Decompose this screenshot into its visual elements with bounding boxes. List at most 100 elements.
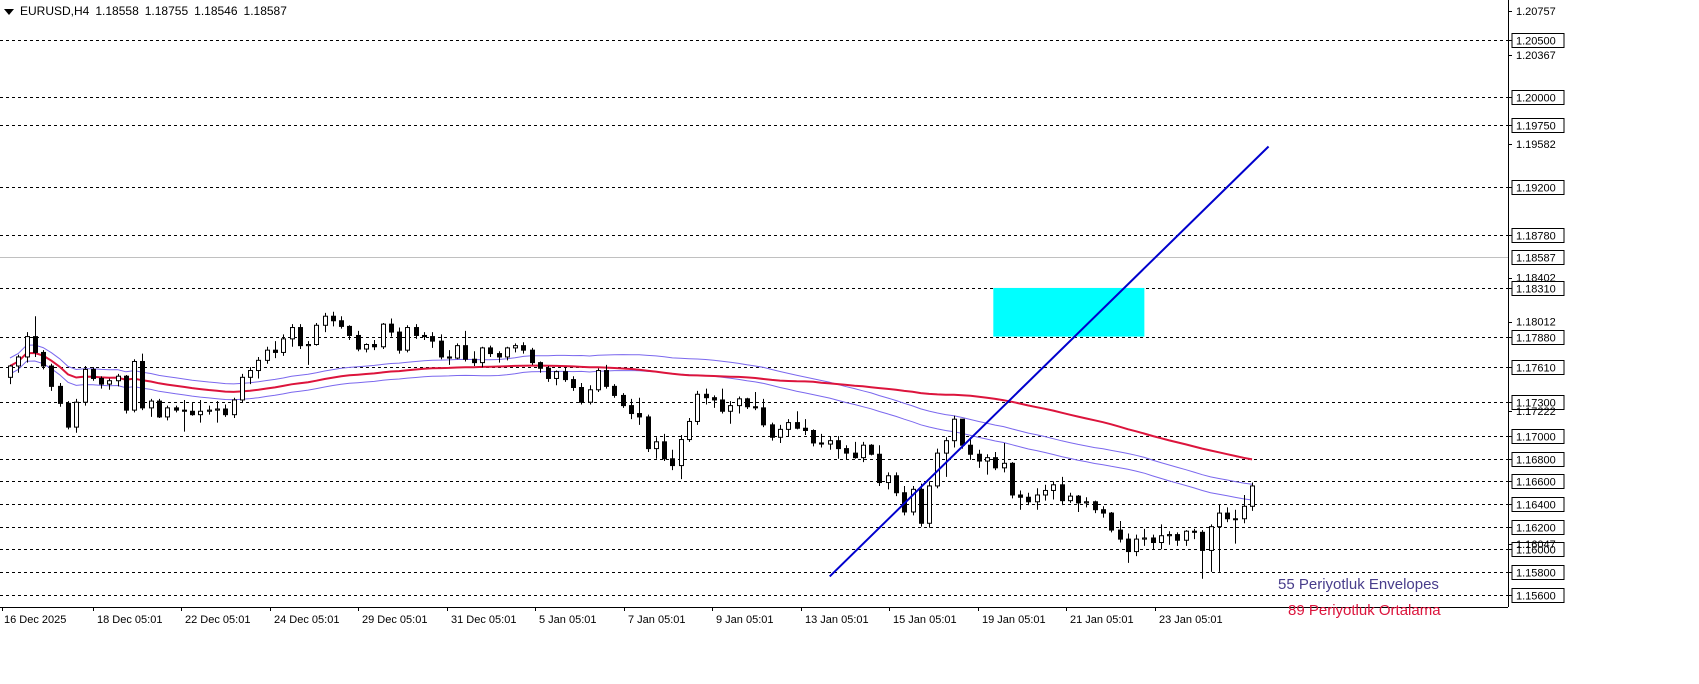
candle[interactable]	[58, 382, 63, 407]
candle[interactable]	[993, 451, 998, 471]
candle[interactable]	[579, 382, 584, 405]
candle[interactable]	[728, 401, 733, 424]
candle[interactable]	[116, 373, 121, 387]
candle[interactable]	[1142, 528, 1147, 546]
candle[interactable]	[720, 388, 725, 414]
candle[interactable]	[265, 346, 270, 364]
candle[interactable]	[646, 414, 651, 452]
candle[interactable]	[397, 327, 402, 354]
candle[interactable]	[306, 341, 311, 365]
candle[interactable]	[33, 316, 38, 357]
candle[interactable]	[207, 405, 212, 415]
candle[interactable]	[919, 483, 924, 527]
candle[interactable]	[1084, 497, 1089, 508]
candle[interactable]	[629, 398, 634, 420]
candle[interactable]	[861, 441, 866, 463]
candle[interactable]	[455, 343, 460, 360]
candle[interactable]	[232, 397, 237, 419]
candle[interactable]	[761, 398, 766, 428]
candle[interactable]	[1217, 504, 1222, 572]
candle[interactable]	[530, 347, 535, 365]
candle[interactable]	[25, 332, 30, 363]
candle[interactable]	[165, 405, 170, 421]
candle[interactable]	[877, 445, 882, 486]
candle[interactable]	[695, 390, 700, 425]
candle[interactable]	[952, 415, 957, 448]
candle[interactable]	[1151, 534, 1156, 550]
candle[interactable]	[704, 388, 709, 405]
candle[interactable]	[240, 373, 245, 403]
candle[interactable]	[140, 353, 145, 411]
candle[interactable]	[174, 405, 179, 413]
candle[interactable]	[853, 441, 858, 459]
candle[interactable]	[447, 350, 452, 365]
candle[interactable]	[290, 324, 295, 347]
candle[interactable]	[1060, 476, 1065, 506]
candle[interactable]	[66, 401, 71, 430]
candle[interactable]	[16, 354, 21, 373]
candle[interactable]	[83, 366, 88, 406]
candle[interactable]	[612, 384, 617, 398]
candle[interactable]	[331, 311, 336, 327]
candle[interactable]	[1076, 494, 1081, 512]
candle[interactable]	[381, 323, 386, 350]
candle[interactable]	[107, 378, 112, 390]
candle[interactable]	[41, 350, 46, 370]
candle[interactable]	[1018, 490, 1023, 510]
candle[interactable]	[977, 449, 982, 468]
candle[interactable]	[1093, 500, 1098, 514]
candle[interactable]	[654, 437, 659, 459]
candle[interactable]	[1126, 533, 1131, 563]
candle[interactable]	[538, 361, 543, 373]
candle[interactable]	[563, 367, 568, 382]
candle[interactable]	[74, 398, 79, 433]
candle[interactable]	[281, 334, 286, 356]
candle[interactable]	[828, 436, 833, 450]
candle[interactable]	[1159, 524, 1164, 550]
candle[interactable]	[886, 472, 891, 490]
candle[interactable]	[463, 330, 468, 362]
candle[interactable]	[149, 398, 154, 417]
candle[interactable]	[621, 393, 626, 408]
candle[interactable]	[844, 445, 849, 460]
candle[interactable]	[819, 433, 824, 448]
candle[interactable]	[49, 363, 54, 391]
candle[interactable]	[1010, 462, 1015, 499]
candle[interactable]	[521, 342, 526, 354]
candle[interactable]	[753, 392, 758, 411]
candle[interactable]	[472, 351, 477, 367]
candle[interactable]	[927, 481, 932, 528]
candle[interactable]	[737, 396, 742, 414]
candle[interactable]	[588, 385, 593, 405]
candle[interactable]	[803, 419, 808, 436]
candle[interactable]	[513, 343, 518, 353]
candle[interactable]	[1002, 442, 1007, 473]
candle[interactable]	[637, 397, 642, 425]
candle[interactable]	[124, 375, 129, 414]
candle[interactable]	[364, 343, 369, 353]
candle[interactable]	[1233, 509, 1238, 544]
candle[interactable]	[911, 485, 916, 516]
candle[interactable]	[215, 401, 220, 423]
candle[interactable]	[836, 436, 841, 459]
candle[interactable]	[786, 419, 791, 437]
candle[interactable]	[356, 330, 361, 352]
candle[interactable]	[985, 454, 990, 475]
candle[interactable]	[1175, 532, 1180, 546]
candle[interactable]	[604, 364, 609, 389]
candle[interactable]	[488, 345, 493, 357]
candle[interactable]	[323, 312, 328, 333]
candle[interactable]	[314, 323, 319, 346]
candle[interactable]	[1035, 488, 1040, 510]
candle[interactable]	[546, 366, 551, 382]
trend-line[interactable]	[829, 145, 1270, 578]
candle[interactable]	[256, 356, 261, 379]
candle[interactable]	[182, 399, 187, 432]
candle[interactable]	[712, 395, 717, 408]
supply-demand-zone[interactable]	[993, 287, 1145, 337]
candle[interactable]	[248, 367, 253, 385]
candle[interactable]	[273, 341, 278, 359]
collapse-triangle-icon[interactable]	[4, 8, 14, 15]
candle[interactable]	[1209, 524, 1214, 572]
